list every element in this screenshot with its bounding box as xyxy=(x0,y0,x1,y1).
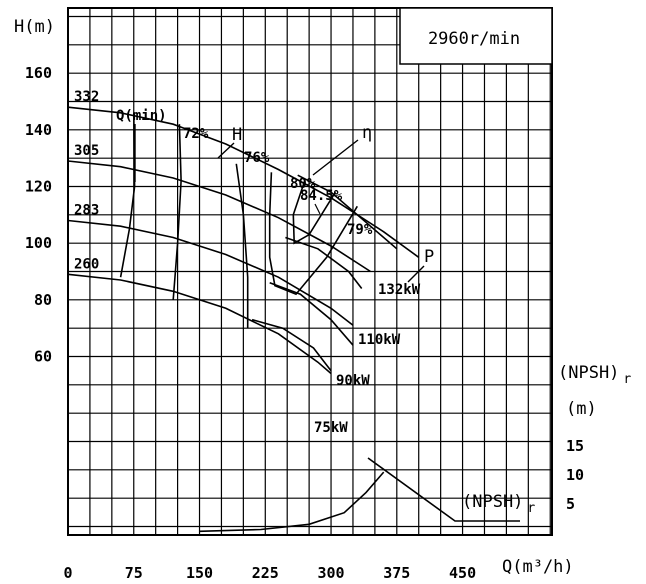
impeller-label: 283 xyxy=(74,203,99,219)
y-tick-label: 160 xyxy=(25,64,52,82)
power-symbol: P xyxy=(424,247,434,267)
efficiency-contour xyxy=(268,172,358,296)
power-label: 110kW xyxy=(358,332,401,348)
npsh-curve-label: (NPSH) r xyxy=(462,492,535,516)
y-ticks: 60 80 100 120 140 160 xyxy=(25,64,52,365)
npsh-tick-label: 10 xyxy=(566,466,584,484)
efficiency-contour xyxy=(119,112,136,278)
npsh-tick-label: 15 xyxy=(566,437,584,455)
power-label: 75kW xyxy=(314,420,348,436)
speed-label: 2960r/min xyxy=(428,29,520,49)
head-curve-332 xyxy=(67,106,420,258)
grid xyxy=(68,8,552,535)
efficiency-contour xyxy=(172,124,182,300)
efficiency-label: 76% xyxy=(244,150,270,166)
eta-symbol: η xyxy=(362,123,372,143)
power-curve xyxy=(269,282,354,346)
head-curve-283 xyxy=(67,219,354,326)
head-curve-260 xyxy=(67,273,332,375)
y-tick-label: 120 xyxy=(25,178,52,196)
power-curve xyxy=(251,318,332,372)
x-ticks: 0 75 150 225 300 375 450 xyxy=(63,564,476,582)
npsh-curve-group xyxy=(199,471,385,533)
bep-label: 84.5% xyxy=(300,188,343,204)
head-symbol: H xyxy=(232,125,242,145)
impeller-label: 305 xyxy=(74,143,99,159)
power-leader xyxy=(407,265,425,283)
power-label: 90kW xyxy=(336,373,370,389)
eta-leader xyxy=(312,139,359,176)
npsh-ticks: 5 10 15 xyxy=(566,437,584,513)
x-tick-label: 375 xyxy=(383,564,410,582)
impeller-label: 260 xyxy=(74,256,99,272)
head-curve-305 xyxy=(67,160,371,273)
y-tick-label: 100 xyxy=(25,234,52,252)
y-tick-label: 140 xyxy=(25,121,52,139)
npsh-label-leader xyxy=(367,457,520,522)
efficiency-contour xyxy=(235,163,249,329)
npsh-axis-unit: (m) xyxy=(566,399,597,419)
eta-79-label: 79% xyxy=(347,222,373,238)
x-axis-title: Q(m³/h) xyxy=(502,557,574,577)
plot-frame xyxy=(67,7,553,536)
y-tick-label: 80 xyxy=(34,291,52,309)
efficiency-label: 72% xyxy=(183,126,209,142)
power-curves: 132kW 110kW 90kW 75kW xyxy=(251,174,421,436)
x-tick-label: 300 xyxy=(317,564,344,582)
bep-leader xyxy=(314,203,321,215)
y-axis-title: H(m) xyxy=(14,17,55,37)
speed-box xyxy=(399,7,553,65)
npsh-axis-title: (NPSH) r xyxy=(558,363,631,387)
q-min-label: Q(min) xyxy=(116,108,167,124)
power-curve xyxy=(285,236,363,289)
power-curve xyxy=(297,174,398,250)
efficiency-curves: 72% 76% 80% xyxy=(119,112,358,329)
x-tick-label: 450 xyxy=(449,564,476,582)
npsh-tick-label: 5 xyxy=(566,495,575,513)
efficiency-contour xyxy=(292,180,337,245)
power-label: 132kW xyxy=(378,282,421,298)
npsh-curve xyxy=(199,471,385,533)
x-tick-label: 150 xyxy=(186,564,213,582)
head-leader xyxy=(217,142,235,159)
x-tick-label: 0 xyxy=(63,564,72,582)
efficiency-label: 80% xyxy=(290,176,316,192)
x-tick-label: 225 xyxy=(252,564,279,582)
y-tick-label: 60 xyxy=(34,348,52,366)
head-curves: 332 305 283 260 xyxy=(67,89,420,375)
impeller-label: 332 xyxy=(74,89,99,105)
x-tick-label: 75 xyxy=(125,564,143,582)
